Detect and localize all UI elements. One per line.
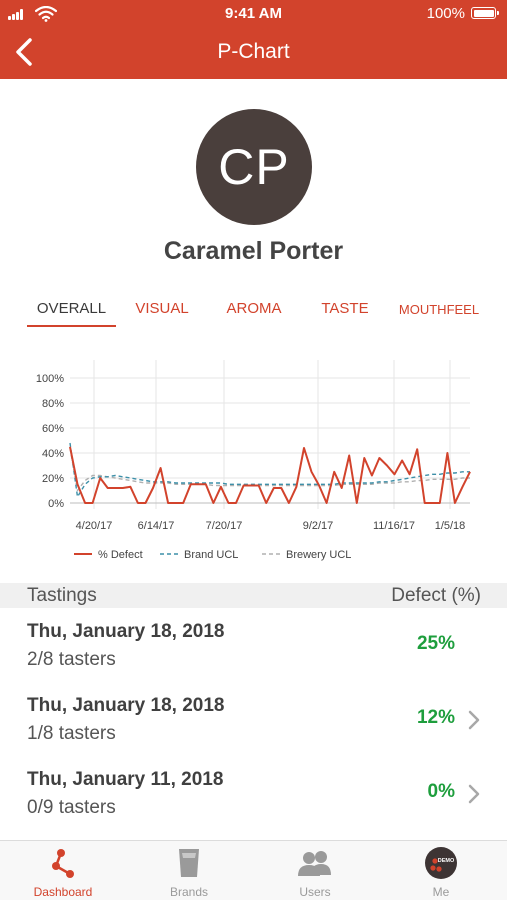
x-tick-label: 11/16/17	[373, 520, 415, 532]
p-chart: 100% 80% 60% 40% 20% 0% 4/20/17 6/14/17 7/20/17 9…	[22, 352, 487, 572]
y-tick-label: 80%	[42, 398, 64, 410]
status-bar: 9:41 AM 100%	[0, 0, 507, 28]
defect-header-label: Defect (%)	[391, 585, 481, 606]
tasting-defect: 0%	[427, 781, 455, 802]
x-tick-label: 6/14/17	[138, 520, 175, 532]
battery-percent: 100%	[426, 5, 465, 22]
users-icon	[298, 851, 331, 876]
tasting-tasters: 1/8 tasters	[27, 723, 116, 744]
tasting-tasters: 2/8 tasters	[27, 649, 116, 670]
demo-badge: DEMO	[438, 858, 455, 864]
tastings-section-header: Tastings Defect (%)	[0, 583, 507, 608]
y-tick-label: 40%	[42, 448, 64, 460]
wifi-icon	[35, 6, 57, 22]
tab-label: Me	[432, 885, 450, 899]
y-tick-label: 100%	[36, 373, 64, 385]
cellular-signal-icon	[8, 9, 28, 20]
tab-me[interactable]: DEMO Me	[378, 841, 504, 900]
tab-label: Brands	[169, 885, 209, 899]
brand-name: Caramel Porter	[163, 237, 344, 265]
tab-dashboard[interactable]: Dashboard	[0, 841, 126, 900]
y-tick-label: 20%	[42, 473, 64, 485]
tasting-date: Thu, January 18, 2018	[27, 695, 225, 716]
tab-label: Dashboard	[33, 885, 93, 899]
tasting-defect: 12%	[416, 707, 455, 728]
bottom-tab-bar: Dashboard Brands Users DEMO Me	[0, 840, 507, 900]
chevron-left-icon	[16, 38, 32, 66]
back-button[interactable]	[10, 36, 40, 68]
glass-icon	[179, 849, 199, 877]
series-line-brewery-ucl	[69, 447, 470, 492]
legend-label: % Defect	[98, 549, 143, 561]
tab-aroma[interactable]: AROMA	[226, 300, 282, 317]
legend-label: Brewery UCL	[286, 549, 351, 561]
x-tick-label: 9/2/17	[303, 520, 334, 532]
tasting-date: Thu, January 11, 2018	[27, 769, 224, 790]
active-tab-indicator	[27, 325, 116, 327]
x-tick-label: 7/20/17	[206, 520, 243, 532]
demo-avatar-icon: DEMO	[425, 847, 457, 879]
tab-label: Users	[299, 885, 331, 899]
dashboard-icon	[52, 849, 74, 878]
tasting-row[interactable]: Thu, January 18, 2018 1/8 tasters 12%	[0, 685, 507, 759]
app-header: 9:41 AM 100% P-Chart	[0, 0, 507, 79]
chevron-right-icon	[468, 710, 480, 730]
y-tick-label: 60%	[42, 423, 64, 435]
tasting-row[interactable]: Thu, January 18, 2018 2/8 tasters 25%	[0, 611, 507, 685]
tastings-header-label: Tastings	[27, 585, 97, 606]
status-time: 9:41 AM	[225, 5, 282, 22]
series-line-defect	[69, 446, 471, 504]
tasting-row[interactable]: Thu, January 11, 2018 0/9 tasters 0%	[0, 759, 507, 833]
y-tick-label: 0%	[48, 498, 64, 510]
tab-users[interactable]: Users	[252, 841, 378, 900]
chevron-right-icon	[468, 784, 480, 804]
tasting-defect: 25%	[416, 633, 455, 654]
battery-icon	[471, 7, 499, 19]
tab-brands[interactable]: Brands	[126, 841, 252, 900]
x-tick-label: 1/5/18	[435, 520, 466, 532]
p-chart-svg: 100% 80% 60% 40% 20% 0% 4/20/17 6/14/17 7/20/17 9…	[36, 360, 471, 561]
x-tick-label: 4/20/17	[76, 520, 113, 532]
tab-overall[interactable]: OVERALL	[36, 300, 107, 317]
brand-avatar: CP	[196, 109, 312, 225]
page-title: P-Chart	[217, 40, 290, 63]
tab-taste[interactable]: TASTE	[321, 300, 369, 317]
tab-mouthfeel[interactable]: MOUTHFEEL	[398, 302, 480, 317]
tasting-tasters: 0/9 tasters	[27, 797, 116, 818]
tasting-date: Thu, January 18, 2018	[27, 621, 225, 642]
legend-label: Brand UCL	[184, 549, 238, 561]
tab-visual[interactable]: VISUAL	[135, 300, 189, 317]
